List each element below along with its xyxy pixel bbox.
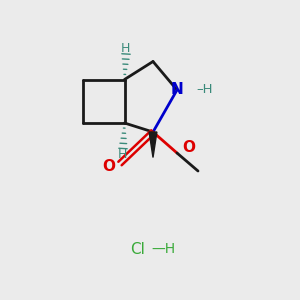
Text: O: O <box>102 159 115 174</box>
Text: –H: –H <box>196 83 213 96</box>
Text: N: N <box>171 82 183 97</box>
Text: O: O <box>182 140 196 155</box>
Text: Cl: Cl <box>130 242 146 256</box>
Text: H: H <box>120 41 130 55</box>
Polygon shape <box>149 132 157 158</box>
Text: —H: —H <box>152 242 176 256</box>
Text: H: H <box>117 148 127 161</box>
